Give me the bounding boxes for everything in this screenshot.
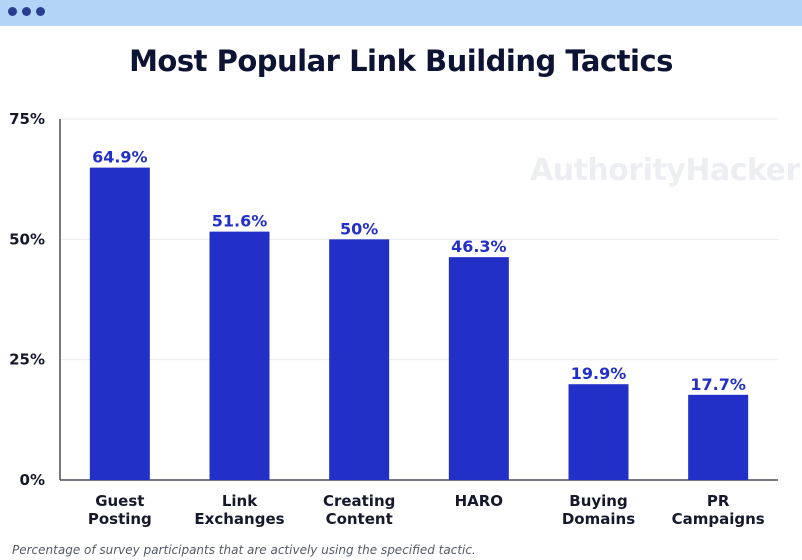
- y-tick-label: 0%: [20, 471, 45, 489]
- bar: [688, 394, 749, 480]
- bar: [89, 167, 150, 480]
- chart-title: Most Popular Link Building Tactics: [129, 44, 673, 78]
- x-tick-label: Content: [326, 510, 393, 528]
- data-label: 51.6%: [212, 212, 268, 231]
- x-tick-label: Buying: [569, 492, 627, 510]
- window-dot[interactable]: [36, 7, 45, 16]
- x-tick-label: Domains: [562, 510, 635, 528]
- data-label: 64.9%: [92, 148, 148, 167]
- bar: [329, 239, 390, 480]
- window-dot[interactable]: [8, 7, 17, 16]
- window-title-bar: [0, 0, 802, 26]
- window-dot[interactable]: [22, 7, 31, 16]
- x-tick-label: Exchanges: [194, 510, 284, 528]
- x-tick-label: Posting: [88, 510, 152, 528]
- bar: [568, 384, 629, 480]
- data-label: 19.9%: [571, 364, 627, 383]
- y-tick-label: 75%: [9, 110, 45, 128]
- bar: [209, 231, 270, 480]
- chart-footnote: Percentage of survey participants that a…: [12, 543, 476, 557]
- data-label: 50%: [340, 219, 378, 238]
- data-label: 17.7%: [690, 375, 746, 394]
- y-tick-label: 25%: [9, 351, 45, 369]
- x-tick-label: Guest: [95, 492, 144, 510]
- x-tick-label: PR: [707, 492, 730, 510]
- x-tick-label: Creating: [323, 492, 395, 510]
- x-tick-label: HARO: [455, 492, 503, 510]
- x-tick-label: Link: [222, 492, 258, 510]
- x-tick-label: Campaigns: [672, 510, 765, 528]
- y-tick-label: 50%: [9, 230, 45, 248]
- watermark-logo: AuthorityHacker: [530, 153, 800, 188]
- data-label: 46.3%: [451, 237, 507, 256]
- bar: [448, 257, 509, 480]
